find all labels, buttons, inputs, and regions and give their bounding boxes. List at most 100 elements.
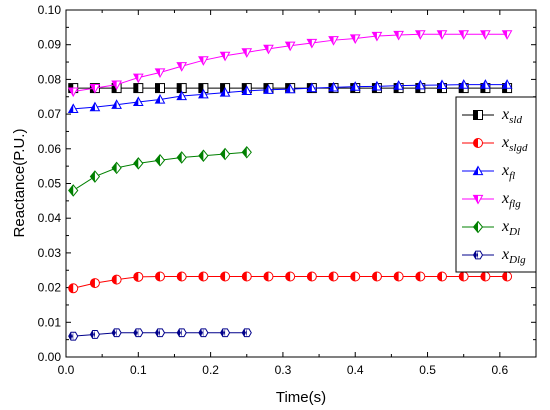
data-point-fl	[241, 85, 253, 95]
legend-marker	[472, 194, 484, 205]
legend-label: xDlg	[501, 246, 526, 266]
legend-marker	[473, 110, 483, 120]
data-point-slgd	[241, 271, 252, 282]
legend-item-slgd: xslgd	[462, 134, 528, 154]
data-point-dl	[133, 157, 144, 170]
data-point-slgd	[371, 271, 382, 282]
x-tick-label: 0.1	[130, 363, 147, 377]
y-tick-label: 0.00	[38, 350, 62, 364]
legend-label: xfl	[501, 162, 515, 182]
data-point-fl	[414, 79, 426, 90]
data-point-dlg	[219, 328, 231, 338]
legend-label: xslgd	[501, 134, 528, 154]
x-tick-label: 0.4	[347, 363, 364, 377]
data-point-dlg	[133, 328, 144, 338]
y-tick-label: 0.06	[38, 142, 62, 156]
data-point-sld	[133, 83, 144, 94]
data-point-flg	[219, 51, 231, 62]
data-point-slgd	[458, 271, 469, 282]
data-point-dl	[68, 184, 79, 197]
series-dl	[68, 145, 252, 197]
y-tick-label: 0.04	[38, 211, 62, 225]
series-fl	[67, 79, 513, 113]
legend-item-flg: xflg	[462, 190, 521, 210]
data-point-flg	[67, 87, 79, 98]
data-point-fl	[111, 99, 122, 109]
y-axis-title: Reactance(P.U.)	[11, 129, 28, 238]
data-point-slgd	[68, 283, 79, 294]
data-point-dlg	[111, 328, 122, 338]
data-point-slgd	[306, 271, 317, 282]
data-point-flg	[154, 68, 166, 78]
series-slgd	[68, 271, 513, 294]
data-point-fl	[501, 79, 513, 89]
data-point-flg	[198, 56, 209, 66]
series-flg	[67, 30, 513, 98]
data-point-dl	[241, 145, 252, 159]
data-point-flg	[263, 44, 274, 55]
data-point-fl	[284, 83, 296, 94]
data-point-fl	[458, 79, 470, 89]
data-point-dl	[219, 147, 231, 161]
legend-item-dlg: xDlg	[462, 246, 526, 266]
data-point-flg	[132, 73, 144, 84]
data-point-fl	[263, 84, 274, 94]
data-point-flg	[458, 30, 470, 40]
data-point-fl	[198, 88, 209, 99]
y-tick-label: 0.09	[38, 38, 62, 52]
data-point-fl	[480, 79, 491, 89]
data-point-slgd	[480, 271, 491, 282]
legend-label: xflg	[501, 190, 521, 210]
y-tick-label: 0.03	[38, 246, 62, 260]
data-point-fl	[219, 87, 231, 97]
y-tick-label: 0.08	[38, 72, 62, 86]
y-tick-label: 0.07	[38, 107, 62, 121]
data-point-flg	[241, 48, 253, 58]
data-point-dlg	[241, 328, 252, 338]
data-point-slgd	[502, 271, 513, 282]
data-point-fl	[371, 80, 383, 91]
data-point-flg	[176, 62, 188, 72]
data-point-dl	[176, 151, 187, 164]
data-point-fl	[393, 80, 404, 90]
legend-label: xDl	[501, 218, 520, 238]
data-point-dl	[198, 149, 209, 163]
data-point-slgd	[437, 271, 447, 282]
data-point-fl	[349, 81, 361, 91]
data-point-slgd	[263, 271, 274, 282]
legend-marker	[472, 250, 484, 260]
data-point-fl	[436, 79, 448, 90]
y-tick-label: 0.02	[38, 281, 62, 295]
data-point-flg	[111, 80, 122, 91]
data-point-slgd	[415, 271, 426, 282]
data-point-fl	[89, 101, 101, 112]
data-point-fl	[67, 103, 79, 113]
data-point-dlg	[176, 328, 187, 338]
legend-marker	[472, 220, 484, 234]
data-point-slgd	[393, 271, 404, 282]
data-point-flg	[414, 30, 426, 40]
data-point-fl	[132, 96, 144, 107]
data-point-dlg	[198, 328, 209, 338]
data-point-flg	[284, 41, 296, 52]
data-point-fl	[306, 82, 318, 93]
data-point-flg	[480, 30, 491, 40]
data-point-slgd	[133, 271, 144, 282]
y-tick-label: 0.01	[38, 315, 62, 329]
data-point-sld	[155, 83, 165, 94]
data-point-flg	[349, 34, 361, 44]
x-tick-label: 0.5	[419, 363, 436, 377]
data-point-flg	[436, 30, 448, 40]
data-point-slgd	[155, 271, 165, 282]
data-point-dlg	[154, 328, 166, 338]
data-point-slgd	[350, 271, 361, 282]
data-point-fl	[176, 90, 188, 101]
x-tick-label: 0.3	[275, 363, 292, 377]
x-axis-title: Time(s)	[276, 389, 326, 406]
legend-item-dl: xDl	[462, 218, 520, 238]
data-point-flg	[501, 30, 513, 40]
data-point-slgd	[328, 271, 339, 282]
data-point-flg	[306, 38, 318, 49]
series-layer	[67, 30, 513, 341]
